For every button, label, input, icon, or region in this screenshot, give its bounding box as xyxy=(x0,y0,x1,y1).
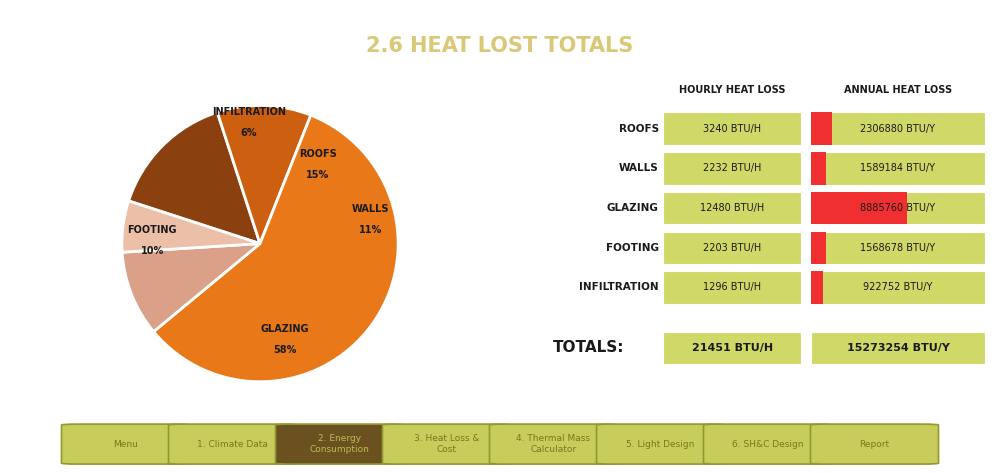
FancyBboxPatch shape xyxy=(489,424,617,464)
Text: 10%: 10% xyxy=(141,245,164,255)
Text: 1296 BTU/H: 1296 BTU/H xyxy=(703,282,761,292)
Text: 3240 BTU/H: 3240 BTU/H xyxy=(703,123,761,134)
Text: 2.6 HEAT LOST TOTALS: 2.6 HEAT LOST TOTALS xyxy=(366,36,634,56)
Bar xyxy=(811,113,832,145)
Text: 4. Thermal Mass
Calculator: 4. Thermal Mass Calculator xyxy=(516,434,590,454)
Text: Report: Report xyxy=(859,439,890,448)
Text: 15%: 15% xyxy=(306,169,330,180)
Text: WALLS: WALLS xyxy=(352,204,389,214)
Text: 1568678 BTU/Y: 1568678 BTU/Y xyxy=(860,243,936,253)
Text: 1. Climate Data: 1. Climate Data xyxy=(197,439,268,448)
Wedge shape xyxy=(217,105,311,244)
FancyBboxPatch shape xyxy=(168,424,296,464)
Text: ROOFS: ROOFS xyxy=(299,149,337,159)
Bar xyxy=(811,231,826,264)
Wedge shape xyxy=(122,244,260,332)
Text: 2203 BTU/H: 2203 BTU/H xyxy=(703,243,762,253)
Bar xyxy=(811,271,823,304)
Text: 1589184 BTU/Y: 1589184 BTU/Y xyxy=(860,163,936,174)
FancyBboxPatch shape xyxy=(704,424,832,464)
Text: 12480 BTU/H: 12480 BTU/H xyxy=(700,203,765,213)
Text: Menu: Menu xyxy=(113,439,138,448)
Bar xyxy=(811,192,907,224)
FancyBboxPatch shape xyxy=(810,424,938,464)
Text: FOOTING: FOOTING xyxy=(606,243,659,253)
Bar xyxy=(663,271,801,304)
Text: 2. Energy
Consumption: 2. Energy Consumption xyxy=(310,434,369,454)
Bar xyxy=(811,271,985,304)
Text: INFILTRATION: INFILTRATION xyxy=(579,282,659,292)
Text: 8885760 BTU/Y: 8885760 BTU/Y xyxy=(860,203,936,213)
Text: 15273254 BTU/Y: 15273254 BTU/Y xyxy=(847,343,949,353)
Text: 2306880 BTU/Y: 2306880 BTU/Y xyxy=(860,123,936,134)
Text: ROOFS: ROOFS xyxy=(619,123,659,134)
Text: 6%: 6% xyxy=(241,128,257,138)
Wedge shape xyxy=(154,115,398,382)
FancyBboxPatch shape xyxy=(382,424,510,464)
Text: GLAZING: GLAZING xyxy=(607,203,659,213)
Bar xyxy=(663,231,801,264)
Bar xyxy=(663,152,801,184)
Bar xyxy=(811,152,985,184)
FancyBboxPatch shape xyxy=(275,424,403,464)
Text: WALLS: WALLS xyxy=(619,163,659,174)
Text: 2232 BTU/H: 2232 BTU/H xyxy=(703,163,762,174)
Wedge shape xyxy=(122,201,260,252)
Text: 5. Light Design: 5. Light Design xyxy=(626,439,695,448)
Text: 11%: 11% xyxy=(359,225,382,235)
Text: GLAZING: GLAZING xyxy=(261,324,309,334)
Bar xyxy=(811,152,826,184)
Text: 6. SH&C Design: 6. SH&C Design xyxy=(732,439,803,448)
FancyBboxPatch shape xyxy=(62,424,190,464)
Bar xyxy=(663,113,801,145)
Text: HOURLY HEAT LOSS: HOURLY HEAT LOSS xyxy=(679,85,786,95)
Text: 922752 BTU/Y: 922752 BTU/Y xyxy=(863,282,933,292)
Bar xyxy=(663,192,801,224)
Text: INFILTRATION: INFILTRATION xyxy=(212,107,286,117)
Bar xyxy=(663,332,801,364)
Bar xyxy=(811,192,985,224)
Text: FOOTING: FOOTING xyxy=(128,225,177,235)
Text: ANNUAL HEAT LOSS: ANNUAL HEAT LOSS xyxy=(844,85,952,95)
Wedge shape xyxy=(129,112,260,244)
Bar xyxy=(811,332,985,364)
Text: 58%: 58% xyxy=(273,345,297,355)
Bar xyxy=(811,231,985,264)
Bar xyxy=(811,113,985,145)
Text: 3. Heat Loss &
Cost: 3. Heat Loss & Cost xyxy=(414,434,479,454)
Text: 21451 BTU/H: 21451 BTU/H xyxy=(692,343,773,353)
FancyBboxPatch shape xyxy=(596,424,724,464)
Text: TOTALS:: TOTALS: xyxy=(553,341,624,355)
